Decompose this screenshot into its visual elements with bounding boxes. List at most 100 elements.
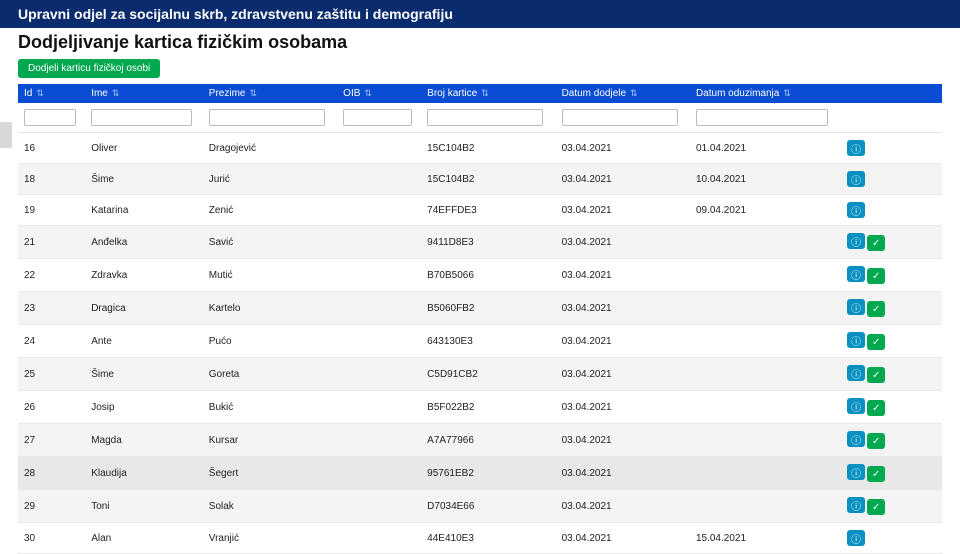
info-button[interactable]: ⓘ [847,497,865,513]
info-icon: ⓘ [851,141,861,156]
info-button[interactable]: ⓘ [847,365,865,381]
col-prezime[interactable]: Prezime⇅ [203,84,337,103]
info-button[interactable]: ⓘ [847,266,865,282]
confirm-button[interactable]: ✓ [867,301,885,317]
col-oib[interactable]: OIB⇅ [337,84,421,103]
filter-id[interactable] [24,109,76,126]
cell-broj: D7034E66 [421,490,555,523]
filter-oib[interactable] [343,109,411,126]
cell-broj: 74EFFDE3 [421,195,555,226]
cell-actions: ⓘ✓ [841,292,942,325]
cell-odu [690,226,841,259]
cell-actions: ⓘ✓ [841,325,942,358]
cell-id: 21 [18,226,85,259]
cell-ime: Anđelka [85,226,203,259]
cell-broj: 95761EB2 [421,457,555,490]
cell-ime: Alan [85,523,203,554]
side-tab[interactable] [0,122,12,148]
cell-broj: C5D91CB2 [421,358,555,391]
col-ime[interactable]: Ime⇅ [85,84,203,103]
table-row: 22ZdravkaMutićB70B506603.04.2021ⓘ✓ [18,259,942,292]
col-odu[interactable]: Datum oduzimanja⇅ [690,84,841,103]
cell-broj: B5F022B2 [421,391,555,424]
cell-prezime: Vranjić [203,523,337,554]
cell-odu: 09.04.2021 [690,195,841,226]
table-row: 23DragicaKarteloB5060FB203.04.2021ⓘ✓ [18,292,942,325]
info-icon: ⓘ [851,267,861,282]
cell-oib [337,391,421,424]
cell-oib [337,325,421,358]
cell-actions: ⓘ [841,523,942,554]
cell-id: 16 [18,133,85,164]
info-button[interactable]: ⓘ [847,431,865,447]
check-icon: ✓ [872,370,880,381]
cell-ime: Šime [85,358,203,391]
confirm-button[interactable]: ✓ [867,235,885,251]
info-button[interactable]: ⓘ [847,202,865,218]
table-row: 26JosipBukićB5F022B203.04.2021ⓘ✓ [18,391,942,424]
confirm-button[interactable]: ✓ [867,466,885,482]
cell-ime: Josip [85,391,203,424]
col-broj[interactable]: Broj kartice⇅ [421,84,555,103]
filter-odu[interactable] [696,109,828,126]
cell-prezime: Bukić [203,391,337,424]
cell-id: 24 [18,325,85,358]
cards-table: Id⇅ Ime⇅ Prezime⇅ OIB⇅ Broj kartice⇅ Dat… [18,84,942,554]
cell-broj: B70B5066 [421,259,555,292]
page-title: Dodjeljivanje kartica fizičkim osobama [18,32,942,53]
filter-ime[interactable] [91,109,191,126]
cell-oib [337,195,421,226]
info-button[interactable]: ⓘ [847,332,865,348]
confirm-button[interactable]: ✓ [867,433,885,449]
info-button[interactable]: ⓘ [847,299,865,315]
cell-broj: 9411D8E3 [421,226,555,259]
check-icon: ✓ [872,238,880,249]
cell-actions: ⓘ [841,133,942,164]
cell-oib [337,490,421,523]
confirm-button[interactable]: ✓ [867,268,885,284]
department-title: Upravni odjel za socijalnu skrb, zdravst… [18,6,453,22]
table-row: 29ToniSolakD7034E6603.04.2021ⓘ✓ [18,490,942,523]
sort-icon: ⇅ [112,88,120,99]
info-icon: ⓘ [851,203,861,218]
cell-prezime: Dragojević [203,133,337,164]
cell-broj: A7A77966 [421,424,555,457]
cell-prezime: Mutić [203,259,337,292]
cell-ime: Dragica [85,292,203,325]
check-icon: ✓ [872,304,880,315]
assign-card-button[interactable]: Dodjeli karticu fizičkoj osobi [18,59,160,78]
table-row: 28KlaudijaŠegert95761EB203.04.2021ⓘ✓ [18,457,942,490]
check-icon: ✓ [872,469,880,480]
cell-id: 23 [18,292,85,325]
table-header-row: Id⇅ Ime⇅ Prezime⇅ OIB⇅ Broj kartice⇅ Dat… [18,84,942,103]
confirm-button[interactable]: ✓ [867,499,885,515]
confirm-button[interactable]: ✓ [867,334,885,350]
col-id[interactable]: Id⇅ [18,84,85,103]
cell-dod: 03.04.2021 [556,133,690,164]
cell-id: 22 [18,259,85,292]
cell-id: 28 [18,457,85,490]
info-button[interactable]: ⓘ [847,140,865,156]
info-button[interactable]: ⓘ [847,171,865,187]
info-icon: ⓘ [851,234,861,249]
filter-prezime[interactable] [209,109,325,126]
confirm-button[interactable]: ✓ [867,400,885,416]
check-icon: ✓ [872,271,880,282]
confirm-button[interactable]: ✓ [867,367,885,383]
cell-ime: Magda [85,424,203,457]
col-dod[interactable]: Datum dodjele⇅ [556,84,690,103]
col-actions [841,84,942,103]
filter-broj[interactable] [427,109,543,126]
info-button[interactable]: ⓘ [847,233,865,249]
cell-dod: 03.04.2021 [556,358,690,391]
info-button[interactable]: ⓘ [847,398,865,414]
cell-oib [337,226,421,259]
info-icon: ⓘ [851,333,861,348]
info-button[interactable]: ⓘ [847,464,865,480]
filter-dod[interactable] [562,109,678,126]
table-row: 25ŠimeGoretaC5D91CB203.04.2021ⓘ✓ [18,358,942,391]
cell-prezime: Zenić [203,195,337,226]
info-button[interactable]: ⓘ [847,530,865,546]
cell-prezime: Solak [203,490,337,523]
check-icon: ✓ [872,436,880,447]
